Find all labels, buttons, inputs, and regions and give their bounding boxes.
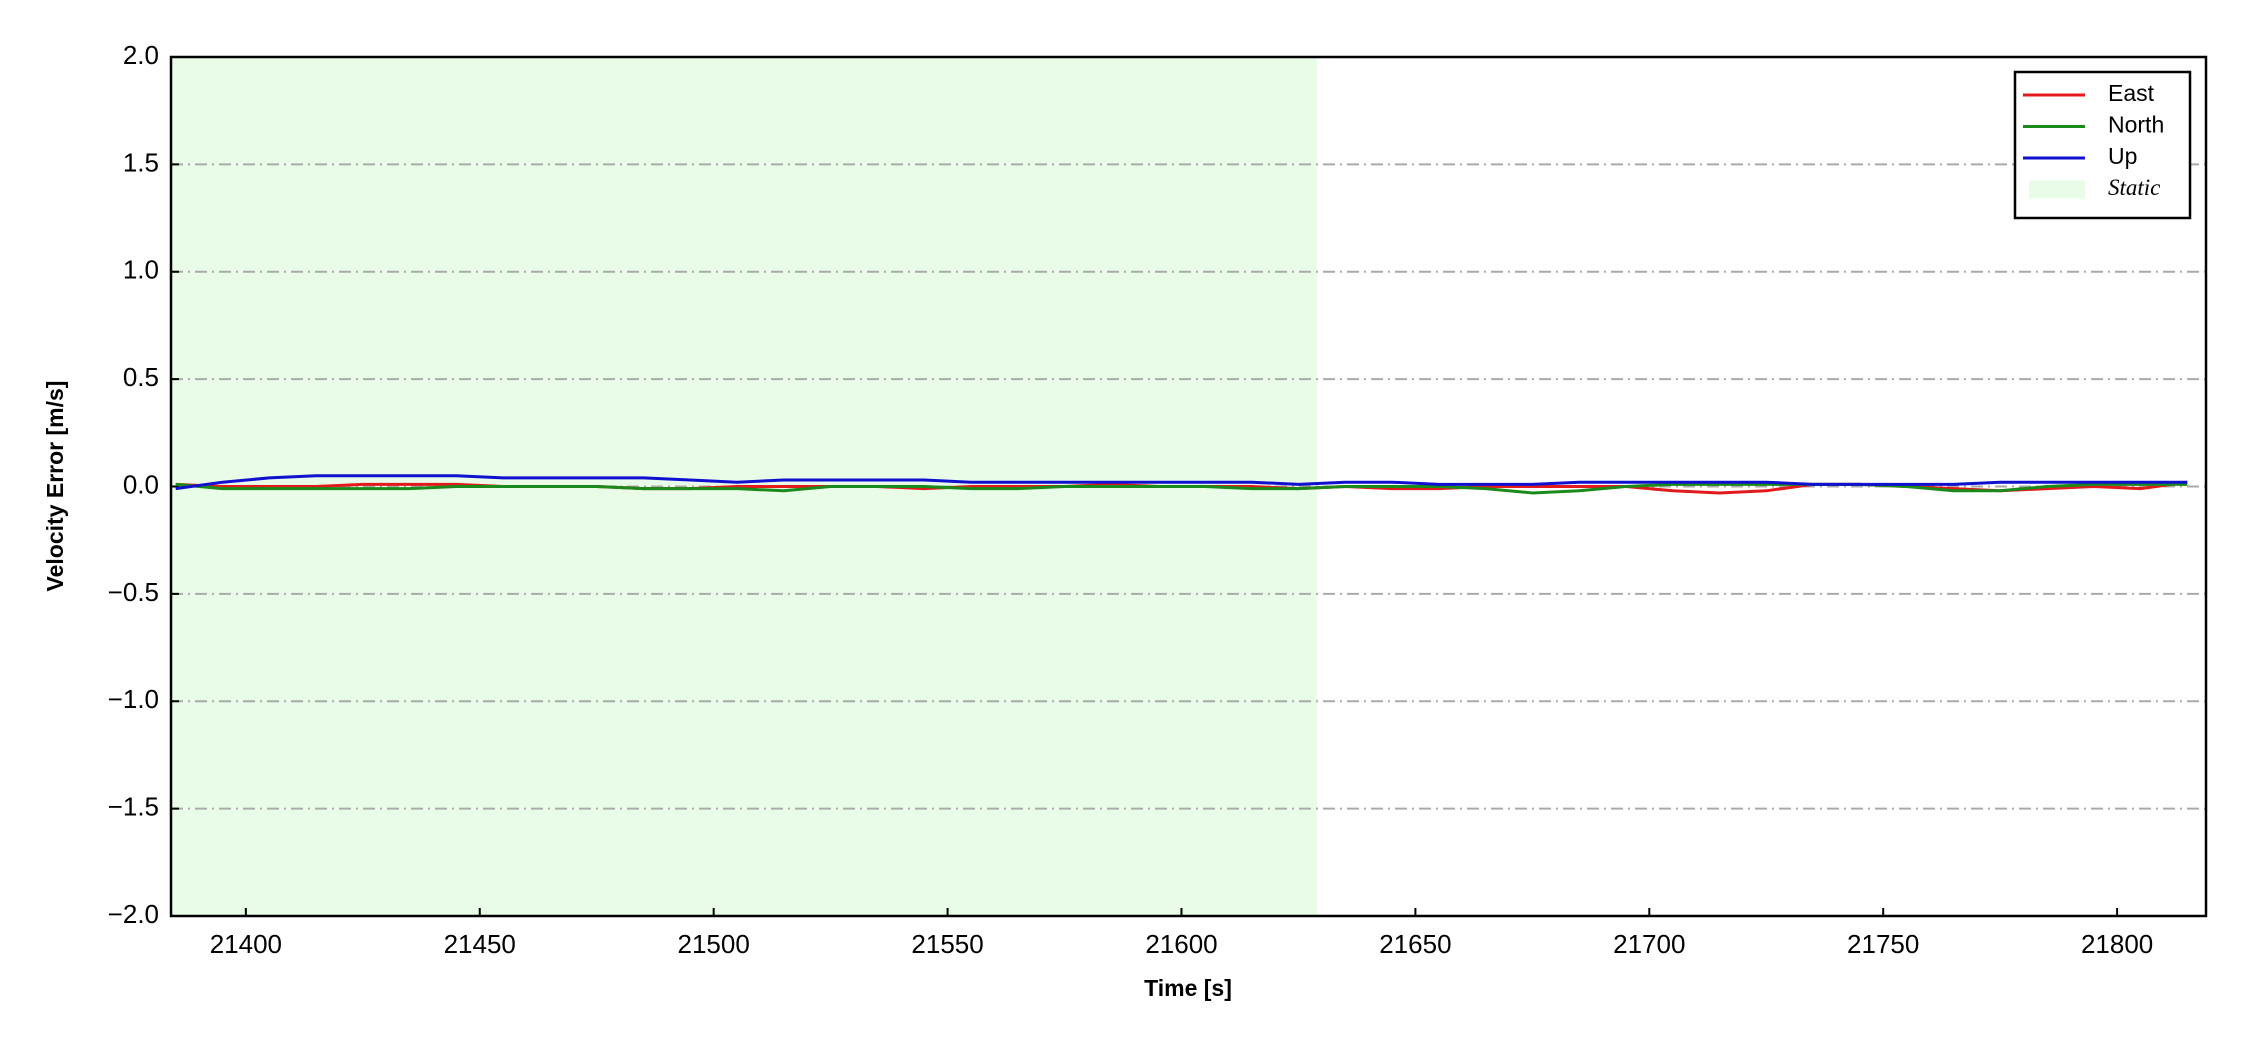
x-tick-label: 21500	[678, 929, 750, 959]
legend-label: Static	[2108, 175, 2160, 200]
x-tick-label: 21700	[1613, 929, 1685, 959]
x-tick-label: 21800	[2081, 929, 2153, 959]
plot-frame	[169, 55, 2208, 918]
legend-label: East	[2108, 80, 2155, 106]
legend-label: Up	[2108, 143, 2137, 169]
y-tick-label: −1.5	[108, 792, 159, 822]
x-tick-label: 21750	[1847, 929, 1919, 959]
x-tick-label: 21450	[444, 929, 516, 959]
x-tick-label: 21400	[210, 929, 282, 959]
y-tick-label: 2.0	[123, 40, 159, 70]
series-line	[175, 474, 2188, 491]
y-tick-label: −1.0	[108, 684, 159, 714]
legend-swatch	[2029, 180, 2085, 199]
x-tick-label: 21650	[1379, 929, 1451, 959]
y-tick-label: −2.0	[108, 899, 159, 929]
y-axis-label: Velocity Error [m/s]	[42, 381, 68, 592]
legend: East North Up Static	[2013, 70, 2192, 220]
y-tick-label: 1.0	[123, 255, 159, 285]
legend-label: North	[2108, 112, 2164, 138]
y-tick-label: 0.5	[123, 362, 159, 392]
x-tick-label: 21550	[911, 929, 983, 959]
y-tick-label: 0.0	[123, 469, 159, 499]
y-tick-label: −0.5	[108, 577, 159, 607]
y-tick-label: 1.5	[123, 147, 159, 177]
x-axis-label: Time [s]	[1144, 975, 1232, 1001]
x-tick-label: 21600	[1145, 929, 1217, 959]
